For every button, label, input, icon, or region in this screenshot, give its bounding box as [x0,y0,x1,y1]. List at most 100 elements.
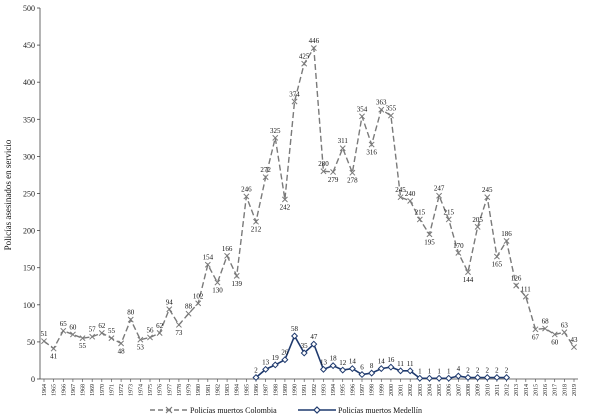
legend-label-medellin: Policías muertos Medellín [338,406,422,415]
x-tick-label: 1977 [167,384,173,396]
y-tick-label: 0 [31,375,35,384]
data-point-colombia [233,272,240,279]
x-tick-label: 2001 [399,384,405,396]
data-point-colombia [551,331,558,338]
data-label-medellin: 47 [310,333,318,341]
data-label-colombia: 41 [50,353,58,361]
data-label-colombia: 278 [347,177,358,185]
data-point-colombia [224,252,231,259]
x-tick-label: 1992 [312,384,318,396]
y-tick-label: 200 [23,227,35,236]
data-point-colombia [281,196,288,203]
data-label-medellin: 14 [349,358,357,366]
data-label-medellin: 11 [407,360,414,368]
data-point-colombia [368,141,375,148]
data-point-medellin [271,361,279,369]
data-point-colombia [397,194,404,201]
x-tick-label: 2003 [418,384,424,396]
data-label-colombia: 111 [521,286,531,294]
x-tick-label: 2019 [572,384,578,396]
data-point-medellin [348,365,356,373]
data-label-colombia: 311 [338,137,349,145]
x-tick-label: 2017 [553,384,559,396]
data-label-colombia: 80 [127,309,135,317]
data-label-colombia: 316 [366,149,377,157]
data-label-medellin: 18 [330,355,338,363]
data-point-colombia [561,329,568,336]
x-tick-label: 1989 [283,384,289,396]
data-label-colombia: 102 [193,292,204,300]
data-label-medellin: 26 [281,349,289,357]
data-label-medellin: 16 [387,356,395,364]
x-tick-label: 2011 [495,384,501,396]
data-label-colombia: 245 [482,186,493,194]
legend-label-colombia: Policías muertos Colombia [190,406,277,415]
y-tick-label: 50 [27,338,35,347]
data-point-medellin [454,372,462,380]
data-label-colombia: 94 [166,298,174,306]
data-point-colombia [166,306,173,313]
data-point-colombia [513,282,520,289]
data-point-colombia [426,231,433,238]
x-tick-label: 1967 [71,384,77,396]
data-point-medellin [310,340,318,348]
x-tick-label: 1990 [293,384,299,396]
data-label-colombia: 215 [415,208,426,216]
x-tick-label: 1998 [370,384,376,396]
x-tick-label: 1964 [42,384,48,396]
chart-axes [39,8,578,380]
y-tick-label: 150 [23,264,35,273]
data-point-colombia [522,293,529,300]
data-point-colombia [291,98,298,105]
data-point-colombia [79,335,86,342]
data-label-medellin: 1 [428,367,432,375]
data-point-colombia [108,335,115,342]
x-tick-label: 1987 [264,384,270,396]
data-label-colombia: 245 [395,186,406,194]
data-label-colombia: 212 [251,226,262,234]
data-point-medellin [262,365,270,373]
x-tick-label: 2006 [447,384,453,396]
data-point-medellin [474,374,482,382]
data-point-medellin [397,367,405,375]
data-point-medellin [358,371,366,379]
x-tick-label: 1988 [273,384,279,396]
data-label-medellin: 12 [339,359,347,367]
data-label-medellin: 19 [272,354,280,362]
x-tick-label: 2016 [543,384,549,396]
data-point-colombia [503,238,510,244]
x-axis-ticks: 1964 1965 1966 1967 1968 1969 1970 1971 1972 1973… [42,379,578,396]
data-point-medellin [329,362,337,370]
y-tick-label: 400 [23,78,35,87]
data-point-colombia [339,145,346,152]
data-label-colombia: 51 [41,330,49,338]
data-point-colombia [465,269,471,276]
data-point-colombia [436,192,443,199]
x-tick-label: 1997 [360,384,366,396]
data-label-medellin: 1 [418,367,422,375]
data-label-colombia: 166 [222,245,233,253]
x-tick-label: 1993 [321,384,327,396]
data-label-colombia: 246 [241,185,252,193]
data-point-colombia [474,223,481,230]
data-point-colombia [195,300,202,307]
data-point-colombia [185,310,192,317]
data-label-colombia: 43 [571,336,579,344]
data-point-medellin [252,374,260,382]
data-point-medellin [319,365,327,373]
x-tick-label: 1980 [196,384,202,396]
x-tick-label: 1971 [109,384,115,396]
y-axis-ticks: 0 50 100 150 200 250 300 350 400 450 500 [23,4,40,384]
data-label-colombia: 55 [108,327,116,335]
x-tick-label: 1975 [148,384,154,396]
data-label-colombia: 247 [434,185,445,193]
data-label-colombia: 215 [443,208,454,216]
data-label-colombia: 130 [212,287,223,295]
data-point-medellin [300,349,308,357]
x-tick-label: 1985 [244,384,250,396]
data-point-colombia [416,216,423,223]
data-label-colombia: 280 [318,160,329,168]
x-tick-label: 1981 [206,384,212,396]
data-label-colombia: 374 [289,90,300,98]
